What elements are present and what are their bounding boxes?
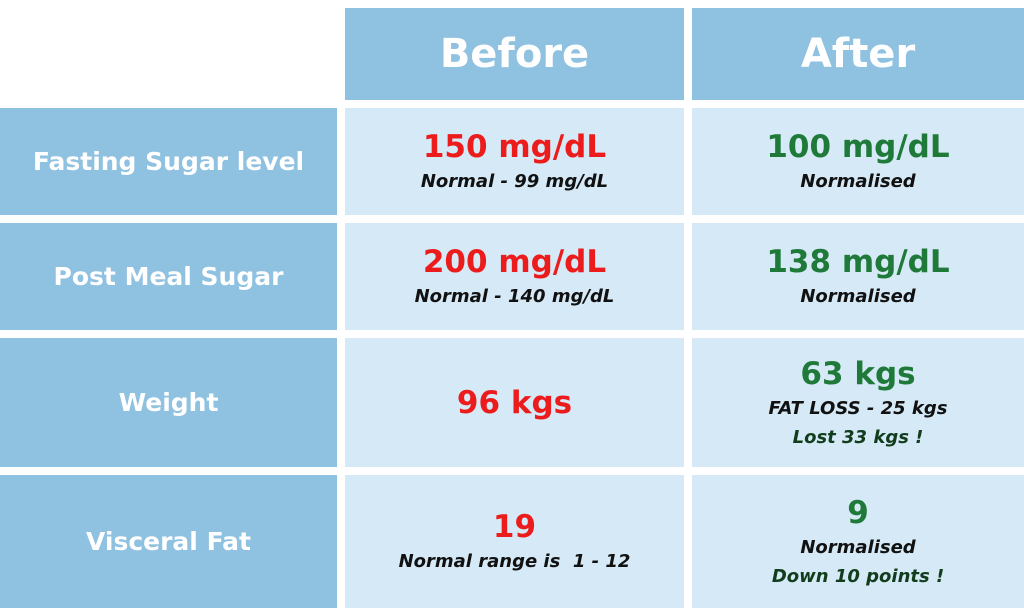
after-cell: 9 Normalised Down 10 points ! xyxy=(692,475,1024,608)
before-cell: 96 kgs xyxy=(345,338,684,467)
main-value: 138 mg/dL xyxy=(766,244,950,280)
row-label: Post Meal Sugar xyxy=(0,223,337,330)
note: Normal range is 1 - 12 xyxy=(398,551,631,572)
column-header: Before xyxy=(345,8,684,100)
note: Down 10 points ! xyxy=(771,565,945,587)
note: Lost 33 kgs ! xyxy=(792,426,924,448)
note: Normalised xyxy=(800,536,916,558)
main-value: 9 xyxy=(847,494,869,531)
main-value: 100 mg/dL xyxy=(766,129,950,165)
after-cell: 63 kgs FAT LOSS - 25 kgs Lost 33 kgs ! xyxy=(692,338,1024,467)
row-label: Visceral Fat xyxy=(0,475,337,608)
after-cell: 138 mg/dL Normalised xyxy=(692,223,1024,330)
main-value: 200 mg/dL xyxy=(422,244,607,280)
note: FAT LOSS - 25 kgs xyxy=(768,397,948,419)
main-value: 150 mg/dL xyxy=(422,129,607,165)
before-cell: 200 mg/dL Normal - 140 mg/dL xyxy=(345,223,684,330)
empty-corner xyxy=(0,8,337,100)
before-cell: 150 mg/dL Normal - 99 mg/dL xyxy=(345,108,684,215)
row-label: Fasting Sugar level xyxy=(0,108,337,215)
note: Normalised xyxy=(800,286,916,307)
main-value: 63 kgs xyxy=(800,355,916,392)
note: Normal - 140 mg/dL xyxy=(414,286,615,307)
row-label: Weight xyxy=(0,338,337,467)
after-cell: 100 mg/dL Normalised xyxy=(692,108,1024,215)
note: Normalised xyxy=(800,171,916,192)
main-value: 19 xyxy=(492,509,537,545)
column-header: After xyxy=(692,8,1024,100)
before-cell: 19 Normal range is 1 - 12 xyxy=(345,475,684,608)
note: Normal - 99 mg/dL xyxy=(420,171,609,192)
main-value: 96 kgs xyxy=(456,384,573,421)
